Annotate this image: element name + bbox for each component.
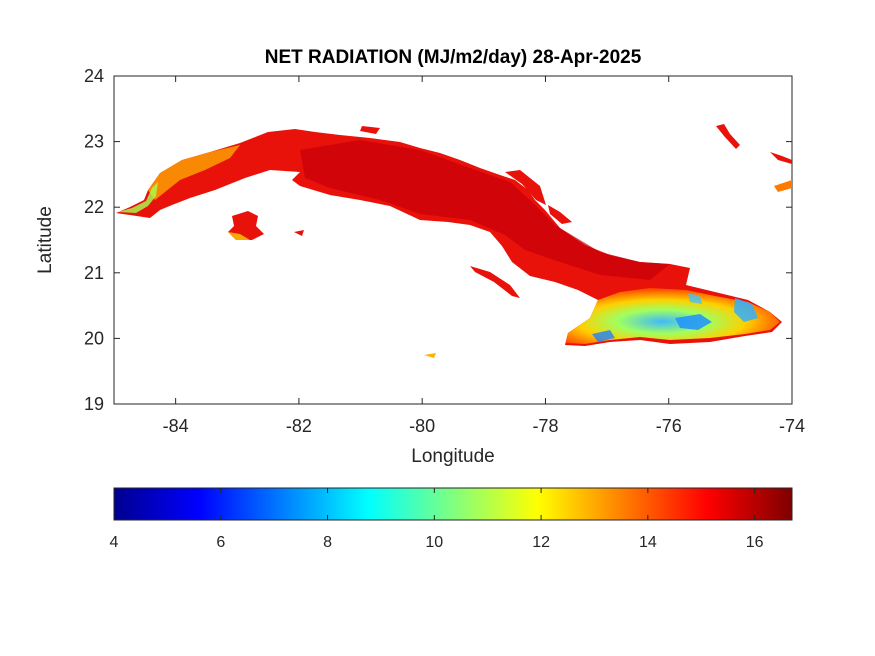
y-tick-label: 19 <box>84 394 104 414</box>
colorbar-tick-label: 14 <box>639 534 657 551</box>
y-tick-label: 20 <box>84 328 104 348</box>
colorbar-tick-label: 8 <box>323 534 332 551</box>
colorbar-tick-label: 16 <box>746 534 764 551</box>
central-dark-band <box>300 140 670 280</box>
bahamas-fragment-2 <box>770 152 792 164</box>
east-zone <box>566 288 780 344</box>
x-tick-label: -74 <box>779 416 805 436</box>
y-tick-label: 21 <box>84 263 104 283</box>
cuba-landmass <box>116 124 792 358</box>
isla-rim <box>228 232 250 240</box>
colorbar-tick-label: 4 <box>110 534 119 551</box>
south-keys <box>470 266 520 298</box>
y-axis-label: Latitude <box>35 206 56 274</box>
east-blue-patch-3 <box>592 330 615 342</box>
x-tick-label: -84 <box>163 416 189 436</box>
x-axis-ticks: -84 -82 -80 -78 -76 -74 <box>163 76 805 436</box>
y-tick-label: 22 <box>84 197 104 217</box>
x-tick-label: -80 <box>409 416 435 436</box>
colorbar-tick-label: 10 <box>425 534 443 551</box>
y-axis-ticks: 19 20 21 22 23 24 <box>84 66 792 414</box>
bahamas-fragment-1 <box>716 124 740 149</box>
x-tick-label: -82 <box>286 416 312 436</box>
y-tick-label: 23 <box>84 132 104 152</box>
axes-frame <box>113 75 793 405</box>
cayo-small-1 <box>294 230 304 236</box>
north-keys-3 <box>548 205 572 224</box>
map-title: NET RADIATION (MJ/m2/day) 28-Apr-2025 <box>264 47 642 68</box>
colorbar-tick-label: 12 <box>532 534 550 551</box>
west-tip <box>118 182 158 213</box>
colorbar <box>113 487 793 521</box>
main-island <box>116 129 782 346</box>
isla-de-la-juventud <box>228 211 264 240</box>
cayo-small-2 <box>424 353 436 358</box>
north-keys-2 <box>505 170 546 205</box>
east-blue-patch-2 <box>734 298 758 322</box>
north-keys-1 <box>360 126 380 134</box>
y-tick-label: 24 <box>84 66 104 86</box>
east-blue-patch-1 <box>675 314 712 330</box>
colorbar-tick-label: 6 <box>216 534 225 551</box>
x-tick-label: -76 <box>656 416 682 436</box>
east-blue-patch-4 <box>688 293 702 304</box>
colorbar-ticks: 4 6 8 10 12 14 16 <box>110 488 764 551</box>
x-axis-label: Longitude <box>411 446 495 467</box>
west-rim <box>148 145 240 200</box>
hispaniola-fragment <box>774 180 792 192</box>
x-tick-label: -78 <box>532 416 558 436</box>
